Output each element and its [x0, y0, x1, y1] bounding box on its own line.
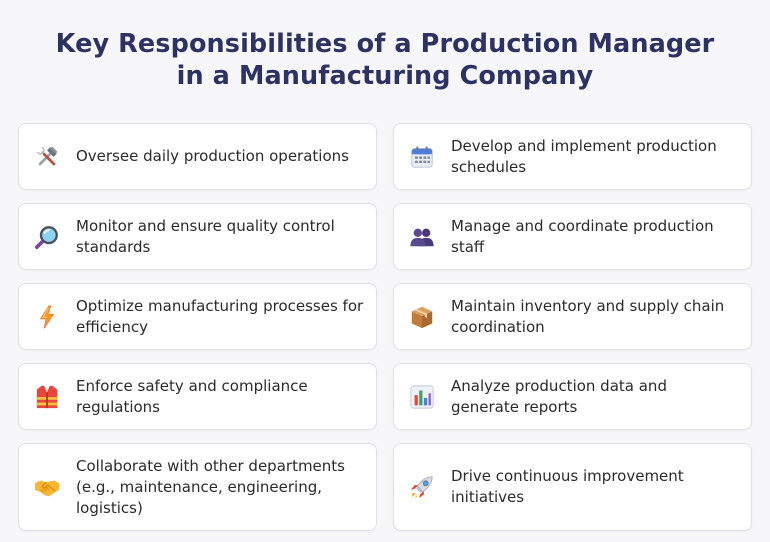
- responsibility-text: Optimize manufacturing processes for eff…: [76, 296, 364, 336]
- responsibility-card-quality-control: Monitor and ensure quality control stand…: [18, 203, 377, 270]
- safety-vest-icon: [33, 383, 61, 411]
- responsibility-card-production-schedules: Develop and implement production schedul…: [393, 123, 752, 190]
- responsibility-card-production-staff: Manage and coordinate production staff: [393, 203, 752, 270]
- responsibility-text: Manage and coordinate production staff: [451, 216, 714, 256]
- responsibility-card-continuous-improvement: Drive continuous improvement initiatives: [393, 443, 752, 531]
- title-line-2: in a Manufacturing Company: [176, 61, 594, 91]
- responsibility-card-oversee-operations: Oversee daily production operations: [18, 123, 377, 190]
- responsibility-text: Collaborate with other departments (e.g.…: [76, 456, 345, 517]
- handshake-icon: [33, 473, 61, 501]
- responsibility-text: Oversee daily production operations: [76, 147, 349, 165]
- responsibility-card-analyze-data: Analyze production data and generate rep…: [393, 363, 752, 430]
- responsibility-text: Drive continuous improvement initiatives: [451, 467, 684, 506]
- responsibility-text: Analyze production data and generate rep…: [451, 376, 667, 416]
- rocket-icon: [408, 473, 436, 501]
- title-line-1: Key Responsibilities of a Production Man…: [55, 29, 715, 59]
- responsibility-text: Monitor and ensure quality control stand…: [76, 216, 335, 256]
- responsibility-card-inventory-supply-chain: Maintain inventory and supply chain coor…: [393, 283, 752, 350]
- responsibilities-grid: Oversee daily production operations Deve…: [18, 123, 752, 531]
- magnifier-icon: [33, 223, 61, 251]
- package-icon: [408, 303, 436, 331]
- responsibility-text: Maintain inventory and supply chain coor…: [451, 296, 725, 336]
- responsibility-text: Develop and implement production schedul…: [451, 136, 717, 176]
- responsibility-text: Enforce safety and compliance regulation…: [76, 376, 308, 416]
- lightning-icon: [33, 303, 61, 331]
- responsibility-card-safety-compliance: Enforce safety and compliance regulation…: [18, 363, 377, 430]
- bar-chart-icon: [408, 383, 436, 411]
- calendar-icon: [408, 143, 436, 171]
- tools-icon: [33, 143, 61, 171]
- responsibility-card-collaborate-departments: Collaborate with other departments (e.g.…: [18, 443, 377, 531]
- people-icon: [408, 223, 436, 251]
- page-title: Key Responsibilities of a Production Man…: [0, 28, 770, 92]
- responsibility-card-optimize-processes: Optimize manufacturing processes for eff…: [18, 283, 377, 350]
